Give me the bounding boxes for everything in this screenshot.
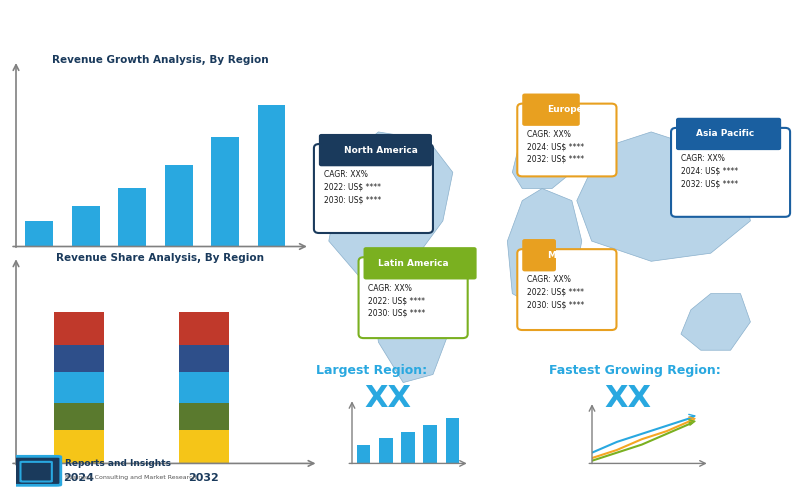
Polygon shape [329, 132, 453, 282]
FancyBboxPatch shape [319, 134, 432, 166]
Bar [446, 418, 459, 463]
Text: XX: XX [365, 384, 411, 413]
Bar [178, 312, 229, 345]
Text: Europe: Europe [547, 105, 582, 114]
Bar [118, 188, 146, 246]
FancyBboxPatch shape [358, 257, 468, 338]
Text: XX: XX [605, 384, 651, 413]
Bar [54, 372, 104, 403]
Bar [211, 138, 239, 246]
FancyBboxPatch shape [522, 94, 580, 126]
Polygon shape [374, 269, 453, 383]
Text: North America: North America [344, 145, 418, 155]
Bar [54, 312, 104, 345]
Polygon shape [681, 294, 750, 350]
Text: CAGR: XX%
2022: US$ ****
2030: US$ ****: CAGR: XX% 2022: US$ **** 2030: US$ **** [369, 283, 426, 317]
Polygon shape [507, 188, 582, 310]
Text: Largest Region:: Largest Region: [316, 364, 427, 377]
Bar [357, 445, 370, 463]
Polygon shape [577, 132, 750, 261]
FancyBboxPatch shape [676, 118, 781, 150]
Bar [26, 221, 53, 246]
FancyBboxPatch shape [518, 104, 617, 176]
Bar [54, 345, 104, 372]
Bar [165, 165, 193, 246]
Bar [178, 372, 229, 403]
FancyBboxPatch shape [11, 457, 61, 485]
Bar [423, 425, 437, 463]
Text: MEA: MEA [547, 251, 569, 260]
Title: Revenue Growth Analysis, By Region: Revenue Growth Analysis, By Region [52, 56, 268, 66]
Bar [72, 206, 100, 246]
FancyBboxPatch shape [671, 128, 790, 217]
Text: Reports and Insights: Reports and Insights [66, 458, 171, 468]
Polygon shape [512, 120, 577, 188]
Bar [178, 403, 229, 430]
FancyBboxPatch shape [363, 247, 477, 280]
Text: Asia Pacific: Asia Pacific [696, 130, 754, 139]
Text: Business Consulting and Market Research: Business Consulting and Market Research [66, 475, 197, 480]
FancyBboxPatch shape [518, 249, 617, 330]
FancyBboxPatch shape [314, 144, 433, 233]
Text: GLOBAL FAMILIAL CHYLOMICRONEMIA SYNDROME (FCS) TREATMENT MARKET REGIONAL LEVEL A: GLOBAL FAMILIAL CHYLOMICRONEMIA SYNDROME… [16, 23, 800, 36]
Text: CAGR: XX%
2022: US$ ****
2030: US$ ****: CAGR: XX% 2022: US$ **** 2030: US$ **** [527, 276, 585, 310]
Bar [379, 438, 393, 463]
Bar [54, 430, 104, 463]
Bar [178, 430, 229, 463]
Text: CAGR: XX%
2024: US$ ****
2032: US$ ****: CAGR: XX% 2024: US$ **** 2032: US$ **** [527, 130, 584, 164]
Text: Latin America: Latin America [378, 259, 449, 268]
Bar [402, 431, 414, 463]
Text: Fastest Growing Region:: Fastest Growing Region: [549, 364, 721, 377]
Bar [178, 345, 229, 372]
Text: CAGR: XX%
2024: US$ ****
2032: US$ ****: CAGR: XX% 2024: US$ **** 2032: US$ **** [681, 154, 738, 188]
Bar [258, 105, 286, 246]
Title: Revenue Share Analysis, By Region: Revenue Share Analysis, By Region [56, 253, 264, 263]
Bar [54, 403, 104, 430]
Text: CAGR: XX%
2022: US$ ****
2030: US$ ****: CAGR: XX% 2022: US$ **** 2030: US$ **** [324, 171, 381, 204]
FancyBboxPatch shape [522, 239, 556, 271]
